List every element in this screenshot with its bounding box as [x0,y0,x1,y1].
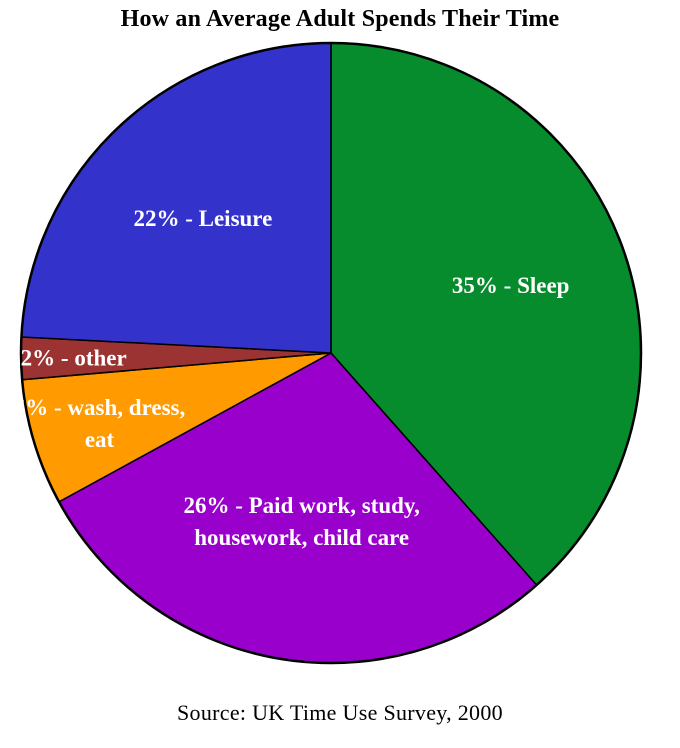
pie-labels: 35% - Sleep 26% - Paid work, study, housew… [14,206,570,550]
slice-label-other: 2% - other [21,345,127,370]
pie-outline [19,41,643,665]
slice-label-line: 35% - Sleep [452,273,570,298]
chart-title: How an Average Adult Spends Their Time [120,6,560,32]
slice-label-wash-dress-eat: 6% - wash, dress, eat [14,395,185,452]
slice-label-paid-work-study-housework-child-care: 26% - Paid work, study, housework, child … [183,493,419,550]
pie-slices [20,42,642,664]
slice-label-line: 2% - other [21,345,127,370]
slice-label-line: 22% - Leisure [133,206,272,231]
chart-source: Source: UK Time Use Survey, 2000 [177,700,503,725]
slice-label-line: housework, child care [194,525,409,550]
slice-label-leisure: 22% - Leisure [133,206,272,231]
slice-label-sleep: 35% - Sleep [452,273,570,298]
slice-label-line: eat [85,427,115,452]
slice-label-line: 26% - Paid work, study, [183,493,419,518]
slice-label-line: 6% - wash, dress, [14,395,185,420]
pie-slice-leisure [20,42,332,354]
